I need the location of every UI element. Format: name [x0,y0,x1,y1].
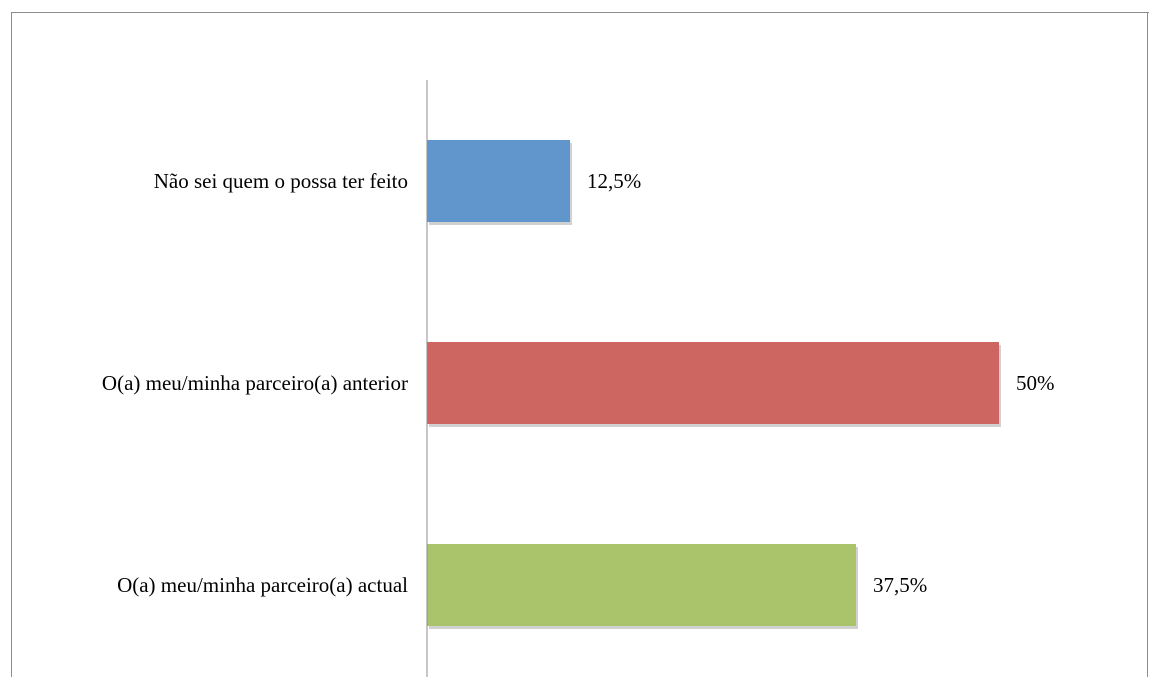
category-label: O(a) meu/minha parceiro(a) actual [117,573,408,597]
data-label: 37,5% [873,573,927,597]
category-label: Não sei quem o possa ter feito [154,169,408,193]
category-label: O(a) meu/minha parceiro(a) anterior [102,371,408,395]
data-label: 50% [1016,371,1055,395]
bars-layer [427,140,1001,629]
data-label: 12,5% [587,169,641,193]
frame-border-right [1147,12,1148,677]
bar [427,342,999,424]
bar [427,544,856,626]
bar [427,140,570,222]
frame-border-top [11,12,1149,13]
labels-layer: Não sei quem o possa ter feito 12,5% O(a) … [102,169,1055,597]
frame-border-left [11,12,12,677]
